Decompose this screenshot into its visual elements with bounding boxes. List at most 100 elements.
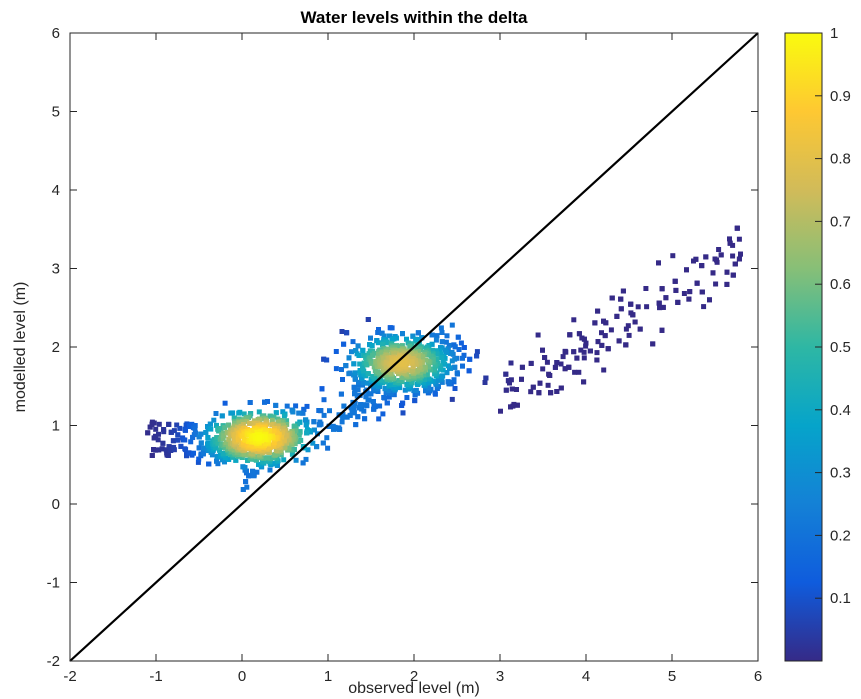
data-point <box>318 408 324 414</box>
data-point <box>160 440 166 446</box>
data-point <box>712 256 718 262</box>
data-point <box>203 430 209 435</box>
data-point <box>399 375 405 380</box>
data-point <box>444 333 450 339</box>
data-point <box>626 332 632 338</box>
data-point <box>182 427 188 433</box>
data-point <box>219 457 225 463</box>
data-point <box>444 370 450 376</box>
data-point <box>467 356 473 362</box>
colorbar-tick-label: 0.5 <box>830 339 851 356</box>
data-point <box>376 416 382 422</box>
data-point <box>703 254 709 260</box>
data-point <box>412 398 418 404</box>
data-point <box>151 420 157 426</box>
data-point <box>422 376 428 382</box>
data-point <box>673 287 679 293</box>
data-point <box>260 447 266 453</box>
data-point <box>206 461 212 467</box>
data-point <box>265 399 270 404</box>
data-point <box>410 367 416 373</box>
data-point <box>283 433 289 438</box>
data-point <box>434 333 440 339</box>
y-tick-label: -2 <box>47 653 60 670</box>
data-point <box>474 349 480 355</box>
data-point <box>182 437 188 443</box>
data-point <box>355 414 361 420</box>
data-point <box>431 366 437 372</box>
data-point <box>256 434 262 440</box>
data-point <box>554 389 560 394</box>
data-point <box>370 352 376 358</box>
data-point <box>149 453 155 458</box>
data-point <box>289 451 295 457</box>
data-point <box>260 459 266 465</box>
data-point <box>435 377 441 383</box>
data-point <box>374 376 380 382</box>
data-point <box>482 380 488 385</box>
data-point <box>251 473 257 479</box>
data-point <box>344 330 350 336</box>
data-point <box>420 379 426 385</box>
data-point <box>732 261 738 267</box>
data-point <box>336 425 342 431</box>
data-point <box>540 366 546 372</box>
data-point <box>360 347 366 353</box>
data-point <box>153 426 159 432</box>
data-point <box>213 444 219 450</box>
data-point <box>311 419 317 425</box>
data-point <box>220 436 226 441</box>
data-point <box>284 418 290 424</box>
data-point <box>389 337 395 342</box>
data-point <box>581 349 587 355</box>
data-point <box>439 379 445 385</box>
data-point <box>356 379 362 385</box>
data-point <box>483 375 489 381</box>
data-point <box>623 326 629 332</box>
data-point <box>365 380 371 386</box>
data-point <box>365 371 371 377</box>
data-point <box>270 429 276 435</box>
data-point <box>351 406 357 412</box>
data-point <box>438 325 444 331</box>
data-point <box>280 437 286 443</box>
data-point <box>397 385 403 391</box>
data-point <box>558 361 564 367</box>
data-point <box>364 403 370 409</box>
data-point <box>196 434 202 440</box>
data-point <box>156 421 162 427</box>
data-point <box>400 410 406 416</box>
data-point <box>346 355 352 361</box>
x-tick-label: -2 <box>63 668 76 685</box>
data-point <box>560 354 566 360</box>
data-point <box>375 330 381 335</box>
data-point <box>730 253 736 259</box>
data-point <box>411 388 417 394</box>
data-point <box>333 349 339 354</box>
data-point <box>389 382 394 388</box>
data-point <box>218 426 224 432</box>
data-point <box>284 403 290 409</box>
data-point <box>429 341 435 347</box>
data-point <box>399 357 405 363</box>
data-point <box>281 413 287 419</box>
data-point <box>175 432 181 438</box>
data-point <box>443 349 449 355</box>
data-point <box>614 313 620 319</box>
data-point <box>347 412 353 418</box>
data-point <box>300 460 306 466</box>
data-point <box>415 358 421 364</box>
data-point <box>147 424 153 430</box>
data-point <box>713 281 719 287</box>
data-point <box>426 376 432 382</box>
data-point <box>386 388 392 393</box>
data-point <box>231 415 237 421</box>
data-point <box>355 387 361 393</box>
data-point <box>644 304 650 310</box>
data-point <box>446 363 451 369</box>
data-point <box>432 390 438 396</box>
data-point <box>371 406 377 412</box>
data-point <box>338 391 344 397</box>
data-point <box>440 359 446 365</box>
data-point <box>363 358 369 364</box>
